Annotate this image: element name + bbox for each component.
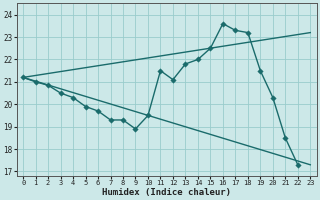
X-axis label: Humidex (Indice chaleur): Humidex (Indice chaleur) bbox=[102, 188, 231, 197]
